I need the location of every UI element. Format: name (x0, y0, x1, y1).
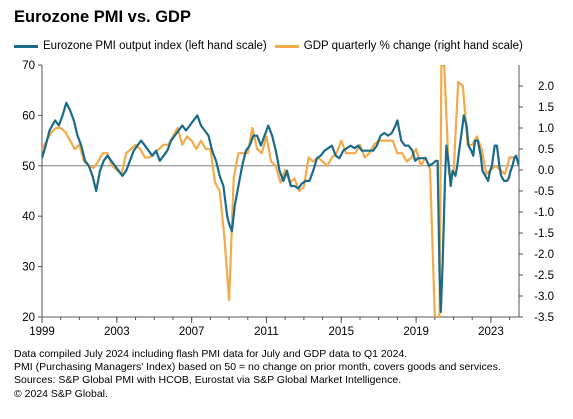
chart-title: Eurozone PMI vs. GDP (14, 8, 191, 26)
footnote-copyright: © 2024 S&P Global. (14, 387, 108, 400)
right-tick-label: 0.5 (538, 144, 554, 156)
right-tick-label: -3.0 (534, 291, 554, 303)
footnote-data-compiled: Data compiled July 2024 including flash … (14, 348, 408, 360)
footnotes: Data compiled July 2024 including flash … (14, 348, 501, 401)
x-tick-label: 2019 (403, 326, 429, 338)
footnote-sources: Sources: S&P Global PMI with HCOB, Euros… (14, 374, 402, 387)
right-tick-label: -3.5 (534, 312, 554, 324)
right-tick-label: 2.0 (538, 81, 554, 93)
left-tick-label: 50 (22, 161, 35, 173)
footnote-pmi-definition: PMI (Purchasing Managers' Index) based o… (14, 361, 501, 374)
right-tick-label: -0.5 (534, 186, 554, 198)
legend: Eurozone PMI output index (left hand sca… (14, 40, 531, 52)
right-tick-label: -1.5 (534, 228, 554, 240)
x-tick-label: 2023 (478, 326, 504, 338)
series-line-gdp (42, 65, 515, 317)
x-tick-label: 2011 (254, 326, 279, 338)
legend-item-gdp: GDP quarterly % change (right hand scale… (274, 40, 523, 52)
right-tick-label: -1.0 (534, 207, 554, 219)
series-line-pmi (42, 101, 519, 314)
x-tick-label: 2007 (179, 326, 205, 338)
left-tick-label: 40 (22, 211, 35, 223)
right-tick-label: 1.0 (538, 123, 554, 135)
right-tick-label: 0.0 (538, 165, 554, 177)
left-tick-label: 60 (22, 110, 35, 122)
right-tick-label: -2.0 (534, 249, 554, 261)
right-tick-label: 1.5 (538, 102, 554, 114)
x-tick-label: 1999 (29, 326, 55, 338)
legend-swatch-pmi (14, 44, 38, 48)
left-tick-label: 70 (22, 60, 35, 72)
left-tick-label: 20 (22, 312, 35, 324)
legend-label-gdp: GDP quarterly % change (right hand scale… (303, 40, 523, 52)
x-tick-label: 2015 (328, 326, 354, 338)
right-tick-label: -2.5 (534, 270, 554, 282)
legend-swatch-gdp (274, 44, 299, 48)
legend-label-pmi: Eurozone PMI output index (left hand sca… (43, 40, 267, 52)
left-tick-label: 30 (22, 262, 35, 274)
legend-item-pmi: Eurozone PMI output index (left hand sca… (14, 40, 267, 52)
x-tick-label: 2003 (104, 326, 130, 338)
